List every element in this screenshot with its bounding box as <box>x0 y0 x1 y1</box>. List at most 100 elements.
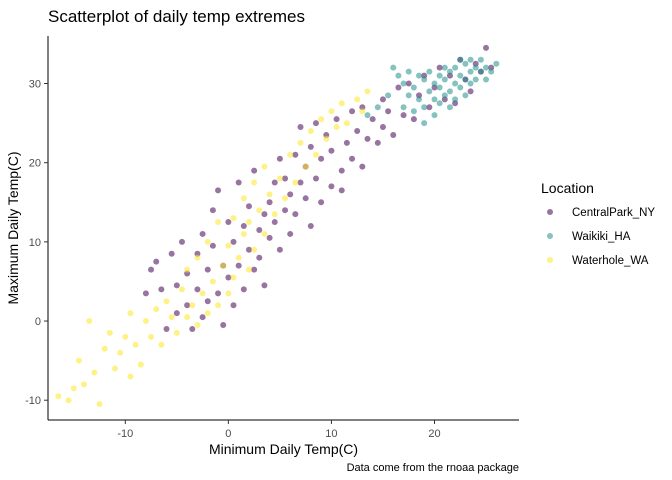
data-point <box>148 333 155 340</box>
data-point <box>282 207 289 214</box>
data-point <box>117 349 124 356</box>
data-point <box>256 207 263 214</box>
data-point <box>328 108 335 115</box>
data-point <box>302 163 309 170</box>
data-point <box>153 258 160 265</box>
data-point <box>446 88 453 95</box>
data-point <box>276 246 283 253</box>
data-point <box>225 219 232 226</box>
data-point <box>199 230 206 237</box>
data-point <box>230 238 237 245</box>
data-point <box>173 310 180 317</box>
data-point <box>184 314 191 321</box>
data-point <box>441 76 448 83</box>
data-point <box>111 365 118 372</box>
data-point <box>256 254 263 261</box>
data-point <box>189 325 196 332</box>
data-point <box>189 302 196 309</box>
legend-title: Location <box>541 180 594 196</box>
data-point <box>215 187 222 194</box>
data-point <box>240 223 247 230</box>
data-point <box>240 195 247 202</box>
data-point <box>235 254 242 261</box>
data-point <box>441 92 448 99</box>
data-point <box>307 128 314 135</box>
data-point <box>230 302 237 309</box>
y-tick-label: 20 <box>29 158 41 170</box>
data-point <box>75 357 82 364</box>
data-point <box>405 80 412 87</box>
y-tick-label: 0 <box>35 316 41 328</box>
data-point <box>338 167 345 174</box>
data-point <box>81 381 88 388</box>
data-point <box>410 108 417 115</box>
y-axis-title: Maximum Daily Temp(C) <box>5 152 21 305</box>
y-tick-label: -10 <box>25 395 41 407</box>
data-point <box>153 306 160 313</box>
chart-caption: Data come from the rnoaa package <box>347 462 519 474</box>
data-point <box>493 60 500 67</box>
data-point <box>472 64 479 71</box>
data-point <box>287 191 294 198</box>
data-point <box>483 76 490 83</box>
data-point <box>282 175 289 182</box>
data-point <box>158 341 165 348</box>
data-point <box>307 143 314 150</box>
x-tick-label: 0 <box>225 428 231 440</box>
data-point <box>230 215 237 222</box>
data-point <box>163 325 170 332</box>
data-point <box>137 361 144 368</box>
data-point <box>457 56 464 63</box>
data-point <box>472 76 479 83</box>
x-tick-label: 20 <box>428 428 440 440</box>
data-point <box>436 100 443 107</box>
y-axis-ticks: -10 0 10 20 30 <box>25 79 48 407</box>
data-point <box>122 333 129 340</box>
data-point <box>292 179 299 186</box>
data-point <box>385 92 392 99</box>
data-point <box>441 64 448 71</box>
data-point <box>446 104 453 111</box>
data-point <box>70 385 77 392</box>
data-point <box>364 112 371 119</box>
legend-label: CentralPark_NY <box>572 207 655 219</box>
data-point <box>343 120 350 127</box>
data-point <box>276 175 283 182</box>
data-point <box>467 68 474 75</box>
data-point <box>184 302 191 309</box>
data-point <box>220 262 227 269</box>
legend-swatch <box>547 257 553 263</box>
data-point <box>318 155 325 162</box>
data-point <box>132 341 139 348</box>
data-point <box>240 230 247 237</box>
data-point <box>261 163 268 170</box>
data-point <box>446 68 453 75</box>
data-point <box>245 266 252 273</box>
legend-swatch <box>547 209 553 215</box>
data-point <box>328 183 335 190</box>
data-point <box>297 124 304 131</box>
data-point <box>292 211 299 218</box>
data-point <box>354 128 361 135</box>
data-point <box>359 108 366 115</box>
data-point <box>240 286 247 293</box>
data-point <box>431 80 438 87</box>
data-point <box>96 401 103 408</box>
data-point <box>209 242 216 249</box>
data-point <box>245 219 252 226</box>
data-point <box>266 199 273 206</box>
data-point <box>101 345 108 352</box>
data-point <box>379 96 386 103</box>
data-point <box>312 120 319 127</box>
data-point <box>369 116 376 123</box>
data-point <box>142 290 149 297</box>
data-point <box>209 207 216 214</box>
data-point <box>106 329 113 336</box>
data-point <box>333 124 340 131</box>
y-tick-label: 10 <box>29 237 41 249</box>
data-point <box>338 100 345 107</box>
data-point <box>405 92 412 99</box>
data-point <box>271 179 278 186</box>
data-point <box>364 88 371 95</box>
data-point <box>374 104 381 111</box>
